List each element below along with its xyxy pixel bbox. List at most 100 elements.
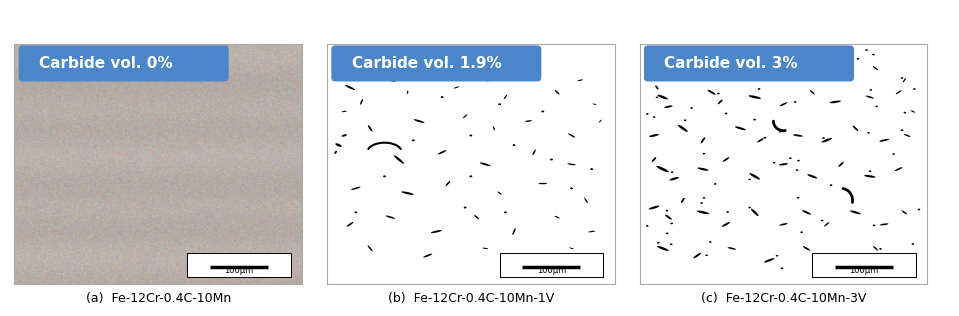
Ellipse shape — [703, 153, 705, 155]
Ellipse shape — [892, 153, 895, 155]
Ellipse shape — [873, 246, 878, 251]
Ellipse shape — [821, 220, 824, 222]
Ellipse shape — [481, 79, 489, 81]
Ellipse shape — [879, 248, 882, 250]
Ellipse shape — [904, 134, 910, 137]
Ellipse shape — [665, 105, 672, 108]
Ellipse shape — [423, 254, 433, 258]
Ellipse shape — [474, 215, 480, 219]
Ellipse shape — [797, 160, 800, 161]
Ellipse shape — [386, 216, 395, 219]
Ellipse shape — [880, 223, 888, 225]
Ellipse shape — [722, 157, 730, 162]
Ellipse shape — [866, 96, 874, 99]
Ellipse shape — [901, 129, 903, 131]
Text: Carbide vol. 3%: Carbide vol. 3% — [665, 56, 798, 71]
Ellipse shape — [708, 90, 715, 95]
Ellipse shape — [807, 174, 817, 179]
Ellipse shape — [665, 215, 672, 220]
Ellipse shape — [779, 163, 788, 166]
Ellipse shape — [903, 112, 906, 113]
Ellipse shape — [653, 116, 655, 118]
Ellipse shape — [748, 179, 751, 180]
Ellipse shape — [588, 231, 596, 232]
Ellipse shape — [655, 85, 659, 90]
Ellipse shape — [681, 198, 685, 203]
Ellipse shape — [345, 85, 355, 90]
Ellipse shape — [789, 157, 792, 159]
Ellipse shape — [341, 111, 347, 112]
Ellipse shape — [480, 162, 491, 166]
Ellipse shape — [584, 198, 588, 203]
Ellipse shape — [666, 210, 668, 211]
Ellipse shape — [709, 241, 712, 243]
Ellipse shape — [895, 167, 902, 171]
Ellipse shape — [701, 137, 705, 143]
Ellipse shape — [911, 110, 915, 113]
Bar — [187, 253, 291, 277]
Ellipse shape — [433, 71, 439, 75]
Ellipse shape — [646, 225, 648, 227]
Ellipse shape — [870, 89, 872, 91]
Ellipse shape — [902, 78, 906, 82]
Ellipse shape — [464, 207, 466, 209]
Ellipse shape — [336, 143, 341, 147]
Ellipse shape — [696, 210, 710, 214]
Ellipse shape — [694, 61, 700, 66]
Ellipse shape — [499, 103, 501, 105]
Ellipse shape — [493, 126, 495, 130]
Ellipse shape — [470, 135, 472, 137]
Ellipse shape — [776, 255, 779, 257]
Bar — [812, 253, 916, 277]
Ellipse shape — [851, 275, 853, 277]
Ellipse shape — [853, 125, 858, 131]
Ellipse shape — [656, 166, 669, 172]
Ellipse shape — [445, 181, 451, 186]
Ellipse shape — [649, 134, 659, 137]
Ellipse shape — [413, 119, 425, 123]
Ellipse shape — [705, 254, 708, 256]
Ellipse shape — [836, 259, 846, 262]
Ellipse shape — [803, 246, 810, 251]
Ellipse shape — [763, 137, 766, 139]
Ellipse shape — [856, 58, 859, 60]
Ellipse shape — [512, 228, 516, 235]
Ellipse shape — [394, 155, 404, 164]
Ellipse shape — [697, 167, 709, 171]
Ellipse shape — [550, 159, 552, 161]
Ellipse shape — [650, 62, 658, 65]
Ellipse shape — [822, 137, 825, 139]
Ellipse shape — [513, 144, 516, 146]
Ellipse shape — [554, 90, 560, 94]
Ellipse shape — [822, 138, 831, 143]
Ellipse shape — [355, 211, 357, 213]
Ellipse shape — [656, 96, 658, 98]
Ellipse shape — [764, 258, 774, 263]
Ellipse shape — [335, 151, 337, 154]
Ellipse shape — [794, 101, 796, 103]
Ellipse shape — [367, 246, 373, 251]
Ellipse shape — [532, 72, 536, 74]
Ellipse shape — [842, 71, 845, 72]
Ellipse shape — [748, 95, 761, 99]
Ellipse shape — [815, 63, 821, 64]
Ellipse shape — [843, 72, 851, 75]
Ellipse shape — [577, 79, 583, 81]
Ellipse shape — [781, 267, 784, 269]
Text: (b)  Fe-12Cr-0.4C-10Mn-1V: (b) Fe-12Cr-0.4C-10Mn-1V — [387, 292, 554, 305]
Text: Carbide vol. 0%: Carbide vol. 0% — [39, 56, 173, 71]
Ellipse shape — [658, 95, 667, 99]
Ellipse shape — [470, 175, 472, 177]
Ellipse shape — [879, 139, 889, 142]
FancyBboxPatch shape — [332, 46, 541, 82]
Ellipse shape — [671, 171, 673, 173]
Ellipse shape — [796, 169, 799, 171]
FancyBboxPatch shape — [644, 46, 854, 82]
Ellipse shape — [678, 125, 688, 132]
Ellipse shape — [757, 66, 764, 70]
Ellipse shape — [758, 88, 760, 90]
Ellipse shape — [789, 67, 791, 69]
Ellipse shape — [504, 211, 506, 213]
Ellipse shape — [526, 258, 531, 262]
Ellipse shape — [437, 150, 447, 155]
